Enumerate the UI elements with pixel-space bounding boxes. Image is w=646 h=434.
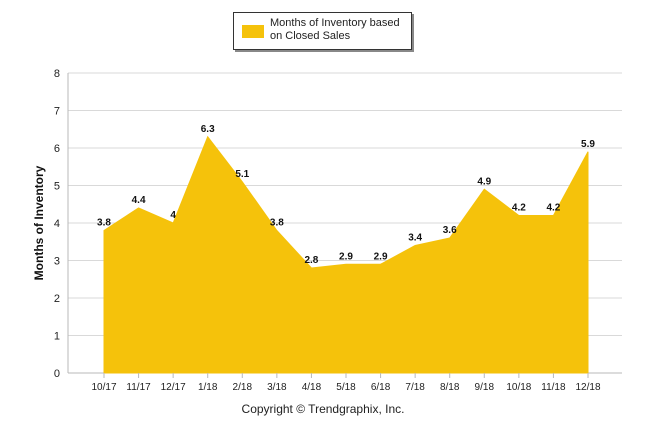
y-tick-label: 8: [54, 68, 60, 80]
x-tick-label: 11/18: [541, 382, 566, 393]
data-label: 4.4: [132, 195, 146, 206]
x-tick-label: 8/18: [440, 382, 460, 393]
data-label: 4: [170, 210, 176, 221]
x-axis-ticks: 10/17 11/17 12/17 1/18 2/18 3/18 4/18 5/18 6/18 7…: [91, 373, 601, 393]
y-tick-label: 5: [54, 181, 60, 193]
y-tick-label: 4: [54, 218, 60, 230]
legend-label: Months of Inventory based on Closed Sale…: [270, 17, 400, 42]
legend: Months of Inventory based on Closed Sale…: [233, 12, 412, 50]
y-axis-ticks: 0 1 2 3 4 5 6 7 8: [54, 68, 60, 380]
data-label: 2.9: [374, 251, 388, 262]
data-label: 3.6: [443, 225, 457, 236]
data-label: 3.4: [408, 233, 422, 244]
data-label: 4.9: [477, 176, 491, 187]
x-tick-label: 3/18: [267, 382, 287, 393]
x-tick-label: 6/18: [371, 382, 391, 393]
data-label: 4.2: [512, 203, 526, 214]
legend-swatch: [242, 25, 264, 38]
x-tick-label: 9/18: [475, 382, 495, 393]
area-fill: [103, 135, 589, 374]
x-tick-label: 12/17: [161, 382, 186, 393]
x-tick-label: 12/18: [575, 382, 600, 393]
x-tick-label: 2/18: [233, 382, 253, 393]
y-axis-label: Months of Inventory: [32, 165, 46, 281]
y-tick-label: 6: [54, 143, 60, 155]
x-tick-label: 1/18: [198, 382, 218, 393]
data-label: 6.3: [201, 124, 215, 135]
data-label: 4.2: [546, 203, 560, 214]
y-tick-label: 0: [54, 368, 60, 380]
data-label: 3.8: [270, 218, 284, 229]
copyright-text: Copyright © Trendgraphix, Inc.: [241, 402, 405, 416]
y-tick-label: 2: [54, 293, 60, 305]
data-label: 5.1: [235, 169, 249, 180]
x-tick-label: 11/17: [126, 382, 151, 393]
x-tick-label: 10/18: [506, 382, 531, 393]
x-tick-label: 5/18: [336, 382, 356, 393]
x-tick-label: 4/18: [302, 382, 322, 393]
data-label: 5.9: [581, 139, 595, 150]
y-tick-label: 3: [54, 256, 60, 268]
x-tick-label: 7/18: [405, 382, 425, 393]
data-label: 3.8: [97, 218, 111, 229]
y-tick-label: 1: [54, 331, 60, 343]
y-tick-label: 7: [54, 106, 60, 118]
data-area: [103, 135, 589, 374]
x-tick-label: 10/17: [91, 382, 116, 393]
data-label: 2.9: [339, 251, 353, 262]
data-label: 2.8: [304, 255, 318, 266]
data-labels: 3.8 4.4 4 6.3 5.1 3.8 2.8 2.9 2.9 3.4 3.6 4.9 4.2 4.2…: [97, 124, 595, 266]
